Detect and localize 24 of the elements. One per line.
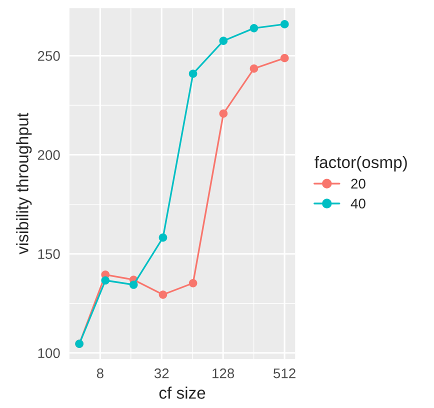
point (129, 280, 138, 289)
y-tick-label: 100 (38, 348, 60, 358)
y-axis-title: visibility throughput (16, 112, 32, 254)
x-tick-label: 32 (154, 368, 169, 378)
y-tick-label: 250 (38, 51, 60, 61)
point (188, 278, 198, 288)
y-tick-label: 200 (38, 150, 60, 160)
point (280, 54, 289, 62)
point (219, 36, 228, 46)
point (280, 20, 289, 28)
point (250, 24, 258, 32)
x-tick-label: 128 (212, 368, 234, 378)
x-tick-label: 512 (274, 368, 296, 378)
point (219, 109, 228, 118)
point (158, 233, 168, 242)
x-axis-title: cf size (159, 386, 206, 399)
legend-label: 40 (350, 198, 366, 209)
point (188, 70, 198, 78)
x-tick-label: 8 (96, 368, 104, 378)
y-tick-label: 150 (38, 249, 60, 260)
point (158, 290, 168, 299)
legend-title: factor(osmp) (314, 156, 407, 172)
point (250, 64, 258, 73)
legend-label: 20 (351, 178, 366, 189)
